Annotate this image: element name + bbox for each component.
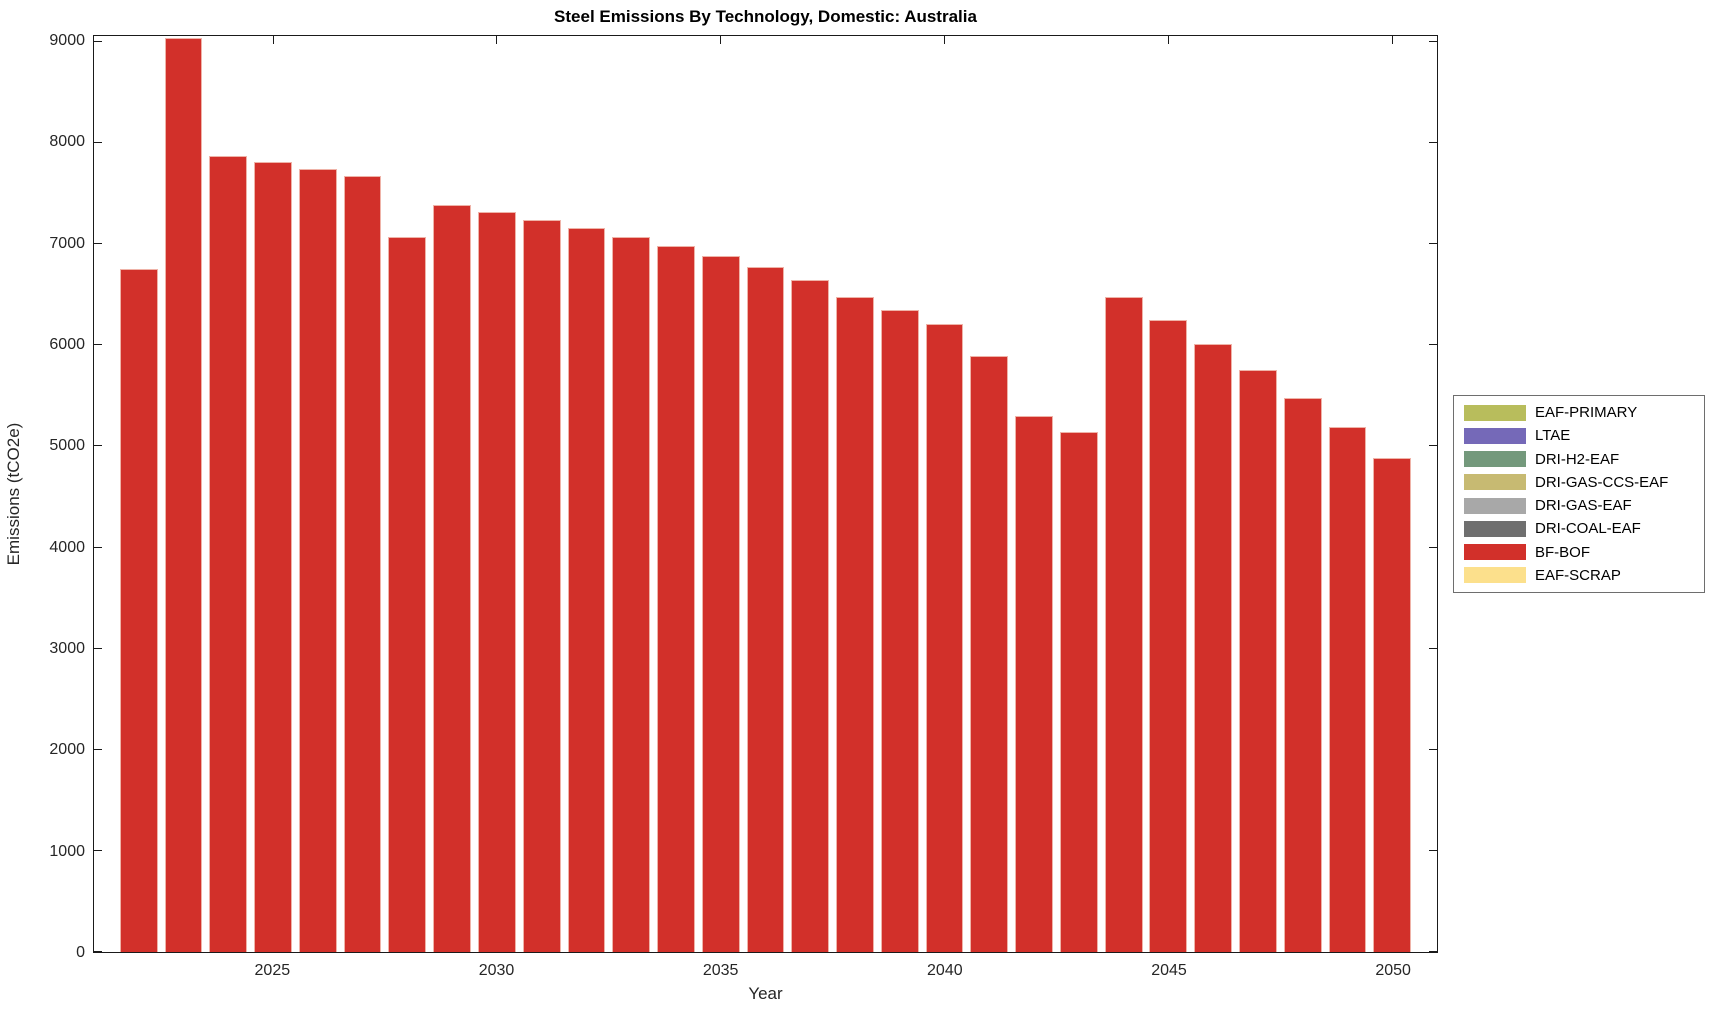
y-tick-mark (94, 546, 102, 548)
bar-bf-bof-2027[interactable] (343, 175, 382, 952)
legend-swatch-icon (1464, 544, 1526, 561)
bar-bf-bof-2029[interactable] (433, 204, 472, 952)
bar-bf-bof-2046[interactable] (1194, 344, 1233, 952)
legend-item[interactable]: LTAE (1454, 427, 1704, 444)
x-tick-label: 2025 (254, 962, 291, 979)
bar-bf-bof-2048[interactable] (1283, 397, 1322, 952)
legend-swatch-icon (1464, 451, 1526, 468)
bar-bf-bof-2044[interactable] (1104, 296, 1143, 952)
legend-label: DRI-GAS-CCS-EAF (1535, 473, 1669, 491)
chart-title: Steel Emissions By Technology, Domestic:… (554, 7, 977, 26)
y-tick-mark (94, 41, 102, 43)
bar-bf-bof-2030[interactable] (477, 211, 516, 952)
y-tick-mark (1429, 647, 1437, 649)
legend-item[interactable]: DRI-COAL-EAF (1454, 520, 1704, 537)
legend-item[interactable]: BF-BOF (1454, 544, 1704, 561)
bar-bf-bof-2045[interactable] (1149, 320, 1188, 952)
y-tick-mark (94, 951, 102, 952)
bar-bf-bof-2041[interactable] (970, 355, 1009, 952)
legend-label: LTAE (1535, 427, 1571, 445)
x-tick-mark (1167, 36, 1169, 44)
y-tick-label: 3000 (49, 640, 85, 658)
y-tick-label: 1000 (49, 842, 85, 860)
bar-bf-bof-2026[interactable] (298, 169, 337, 952)
bar-bf-bof-2036[interactable] (746, 266, 785, 952)
legend-label: DRI-H2-EAF (1535, 450, 1620, 468)
y-tick-mark (1429, 951, 1437, 952)
bar-bf-bof-2032[interactable] (567, 228, 606, 952)
legend-label: DRI-COAL-EAF (1535, 520, 1641, 538)
legend-item[interactable]: DRI-GAS-EAF (1454, 497, 1704, 514)
y-tick-mark (94, 647, 102, 649)
bar-bf-bof-2047[interactable] (1239, 369, 1277, 952)
legend-label: EAF-SCRAP (1535, 566, 1621, 584)
bar-bf-bof-2043[interactable] (1059, 432, 1098, 952)
bar-bf-bof-2028[interactable] (388, 237, 427, 952)
bar-bf-bof-2039[interactable] (880, 310, 919, 952)
y-tick-mark (94, 243, 102, 245)
x-tick-label: 2050 (1375, 962, 1411, 979)
legend-label: DRI-GAS-EAF (1535, 497, 1632, 515)
bar-bf-bof-2037[interactable] (791, 279, 830, 952)
y-tick-label: 5000 (49, 437, 85, 455)
plot-area (93, 35, 1438, 953)
x-tick-mark (1391, 36, 1393, 44)
y-tick-mark (94, 445, 102, 447)
bar-bf-bof-2023[interactable] (164, 38, 203, 952)
y-tick-mark (1429, 142, 1437, 144)
y-tick-label: 0 (76, 944, 85, 961)
legend-item[interactable]: DRI-GAS-CCS-EAF (1454, 474, 1704, 491)
legend-swatch-icon (1464, 567, 1526, 584)
x-tick-mark (720, 36, 722, 44)
legend-item[interactable]: EAF-SCRAP (1454, 567, 1704, 584)
y-tick-mark (94, 344, 102, 346)
y-tick-mark (1429, 546, 1437, 548)
bar-bf-bof-2040[interactable] (925, 324, 964, 952)
legend-swatch-icon (1464, 404, 1526, 421)
legend-swatch-icon (1464, 497, 1526, 514)
legend-swatch-icon (1464, 474, 1526, 491)
y-tick-label: 2000 (49, 741, 85, 759)
y-tick-label: 4000 (49, 538, 85, 556)
y-tick-mark (1429, 344, 1437, 346)
bar-bf-bof-2050[interactable] (1373, 457, 1412, 952)
bar-bf-bof-2024[interactable] (209, 156, 248, 952)
y-tick-mark (1429, 243, 1437, 245)
y-tick-mark (1429, 41, 1437, 43)
legend-label: BF-BOF (1535, 543, 1590, 561)
x-tick-mark (496, 36, 498, 44)
bar-bf-bof-2038[interactable] (836, 296, 874, 952)
y-tick-mark (94, 748, 102, 750)
bar-bf-bof-2031[interactable] (522, 220, 561, 952)
bar-bf-bof-2022[interactable] (119, 268, 158, 952)
x-tick-label: 2030 (478, 962, 515, 979)
y-tick-label: 9000 (49, 32, 85, 50)
bar-bf-bof-2042[interactable] (1015, 416, 1053, 952)
legend-item[interactable]: DRI-H2-EAF (1454, 451, 1704, 468)
bar-bf-bof-2035[interactable] (701, 256, 740, 952)
y-tick-label: 8000 (49, 133, 85, 151)
y-tick-label: 6000 (49, 336, 85, 354)
y-tick-label: 7000 (49, 234, 85, 252)
legend-swatch-icon (1464, 520, 1526, 537)
x-tick-label: 2040 (927, 962, 963, 979)
bar-bf-bof-2033[interactable] (612, 237, 651, 952)
legend-item[interactable]: EAF-PRIMARY (1454, 404, 1704, 421)
x-tick-mark (944, 36, 946, 44)
x-tick-label: 2035 (702, 962, 739, 979)
x-tick-label: 2045 (1151, 962, 1187, 979)
bar-bf-bof-2034[interactable] (657, 246, 695, 952)
legend-swatch-icon (1464, 427, 1526, 444)
legend[interactable]: EAF-PRIMARY LTAE DRI-H2-EAF DRI-GAS-CCS-EAF… (1453, 395, 1705, 593)
y-tick-mark (94, 142, 102, 144)
x-axis-label: Year (748, 984, 783, 1003)
bar-bf-bof-2025[interactable] (254, 162, 292, 952)
y-tick-mark (1429, 748, 1437, 750)
legend-label: EAF-PRIMARY (1535, 404, 1638, 422)
y-tick-mark (94, 849, 102, 851)
x-tick-mark (272, 36, 274, 44)
bar-bf-bof-2049[interactable] (1328, 427, 1367, 952)
y-tick-mark (1429, 849, 1437, 851)
y-tick-mark (1429, 445, 1437, 447)
